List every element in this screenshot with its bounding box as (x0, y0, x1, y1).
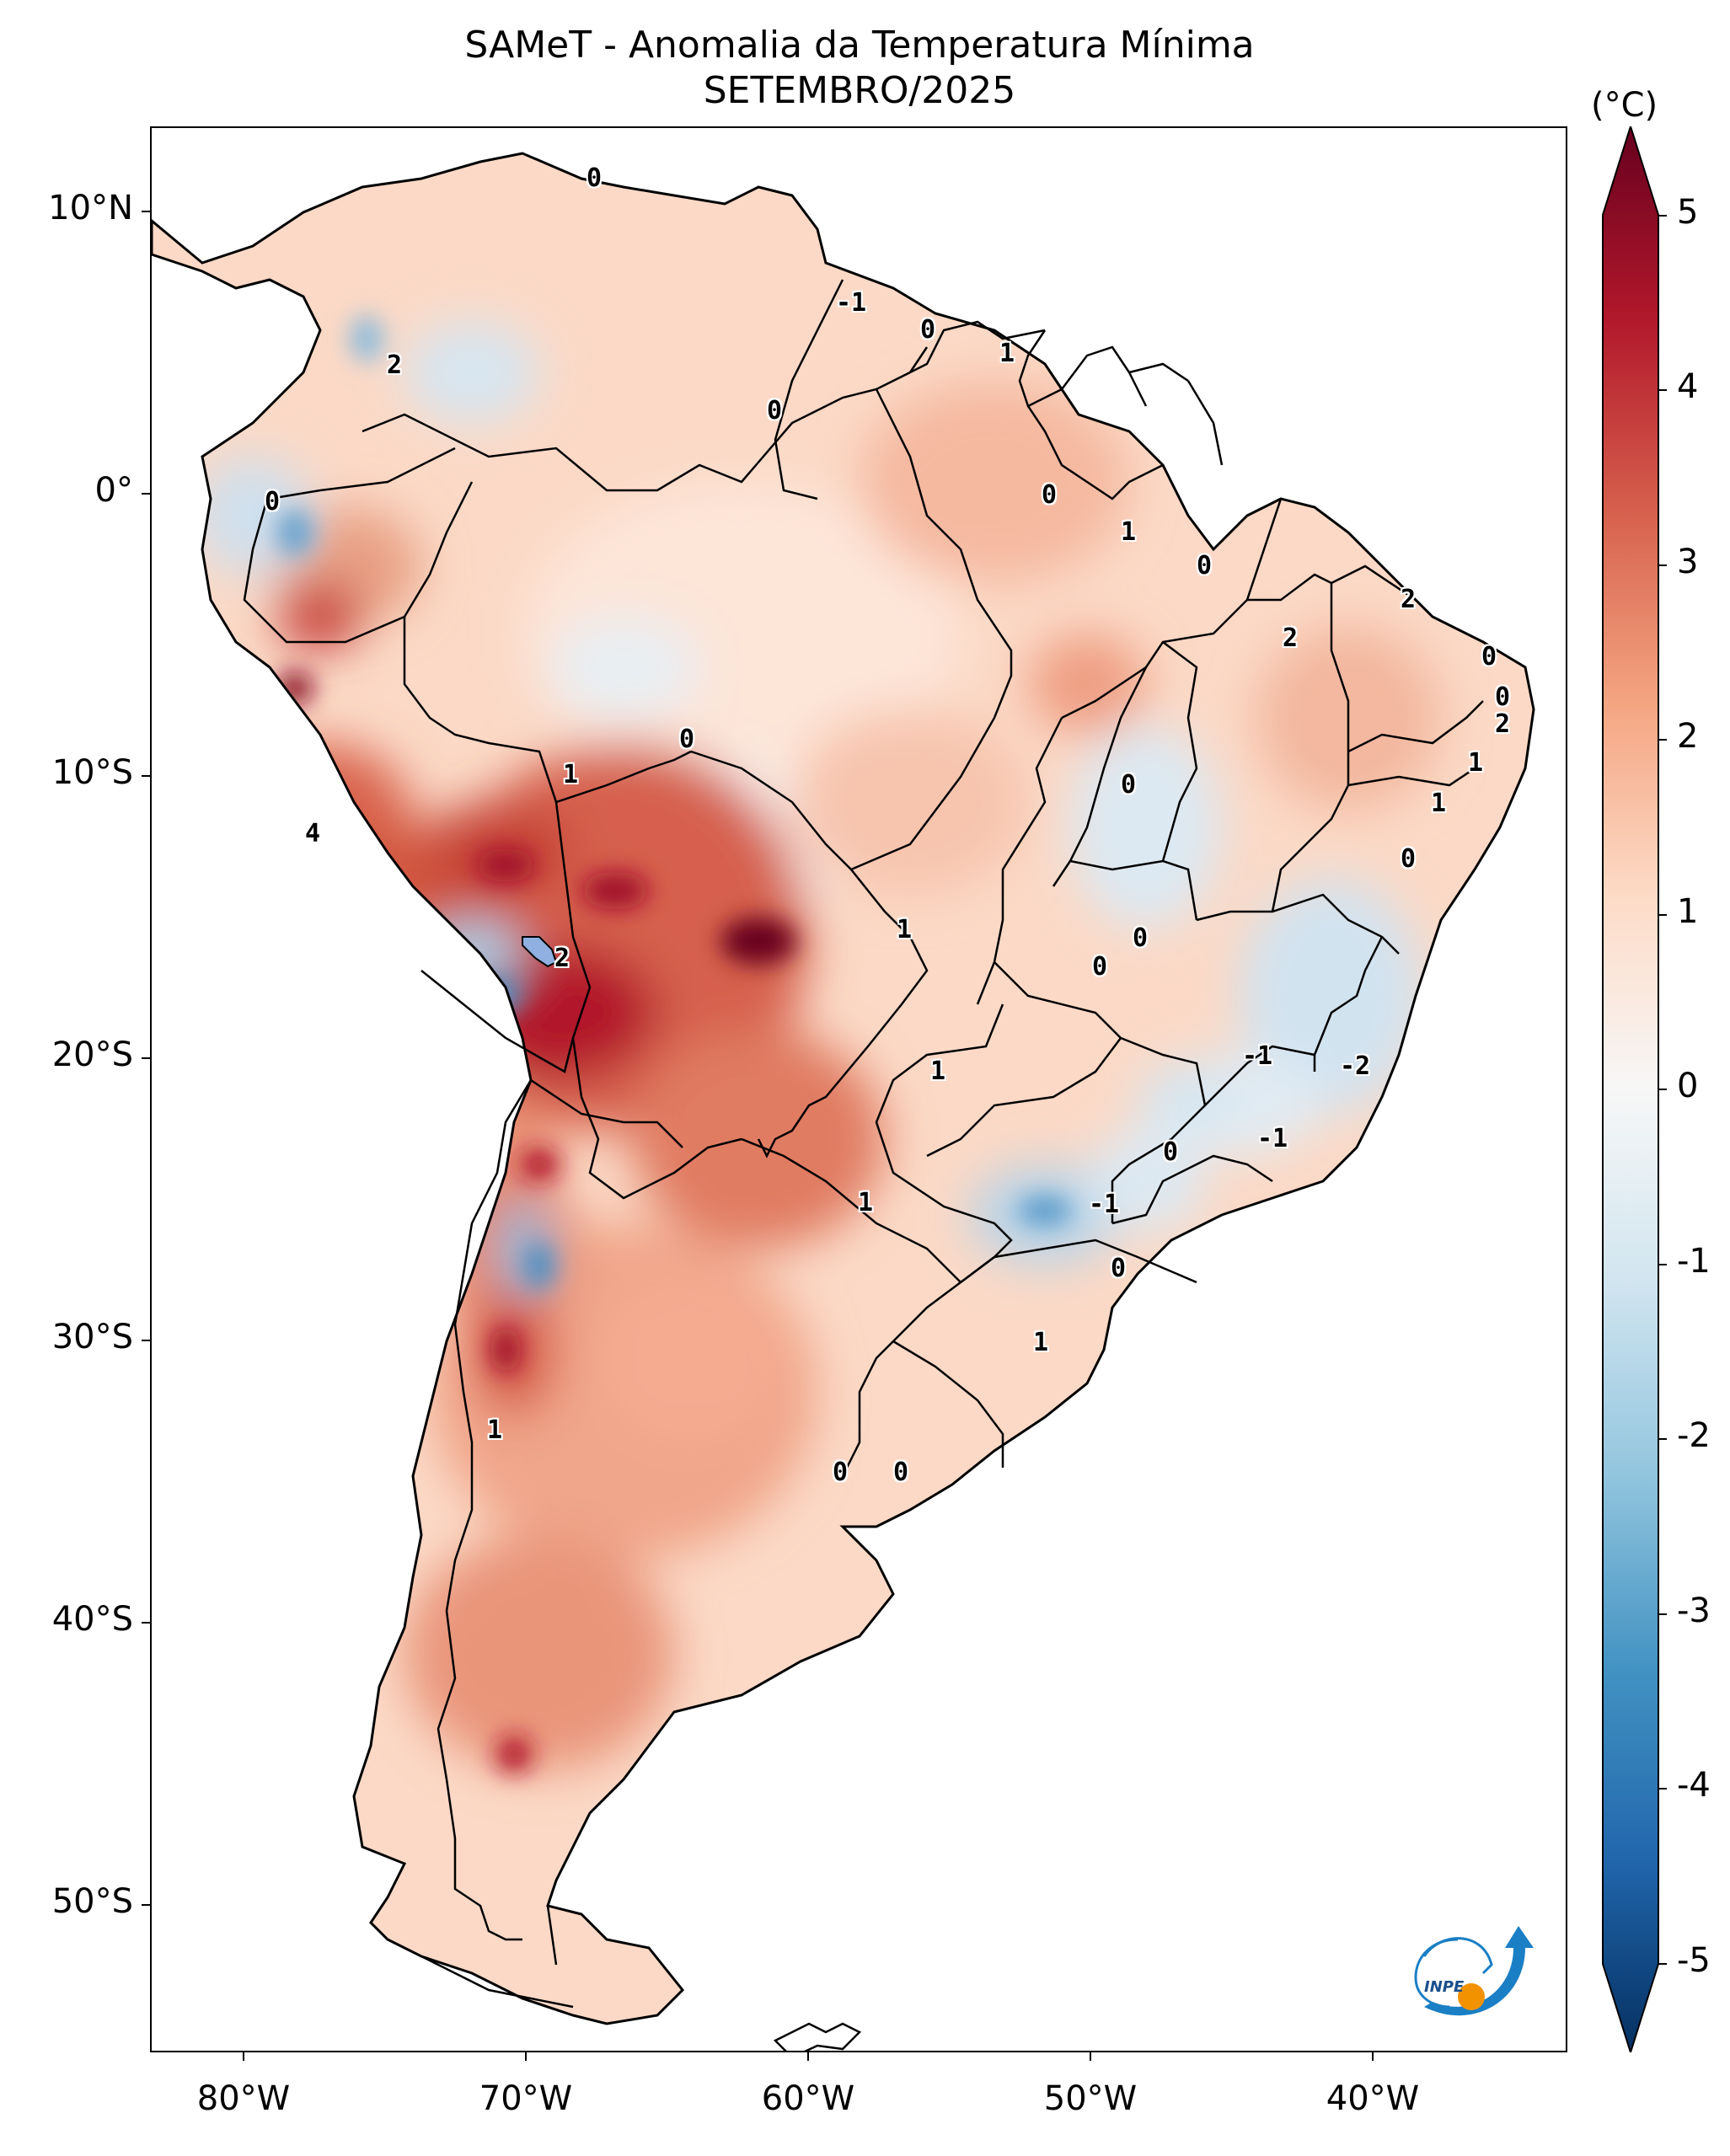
contour-label: 0 (1481, 642, 1497, 671)
contour-label: 0 (1092, 952, 1108, 982)
contour-label: -1 (1257, 1124, 1288, 1153)
inpe-logo: INPE (1414, 1926, 1534, 2016)
colorbar-tick (1658, 215, 1667, 217)
x-axis-label: 70°W (479, 2079, 573, 2118)
colorbar-label: -3 (1677, 1592, 1711, 1630)
contour-label: 0 (1111, 1254, 1127, 1283)
map-subtitle: SETEMBRO/2025 (703, 69, 1016, 112)
y-axis-label: 0° (94, 471, 133, 510)
contour-label: 0 (679, 725, 695, 754)
lake-titicaca (522, 936, 558, 968)
contour-label: 1 (1431, 789, 1447, 818)
contour-label: 2 (1283, 623, 1299, 653)
colorbar-tick (1658, 1264, 1667, 1265)
colorbar-label: -2 (1677, 1416, 1711, 1455)
x-axis-label: 80°W (196, 2079, 291, 2118)
colorbar-unit: (°C) (1591, 86, 1658, 125)
x-axis-label: 50°W (1043, 2079, 1138, 2118)
colorbar-tick (1658, 1613, 1667, 1615)
contour-label: 2 (1401, 585, 1417, 614)
colorbar-label: 3 (1677, 543, 1699, 581)
y-tick (142, 775, 150, 777)
contour-label: -1 (1089, 1190, 1120, 1219)
contour-label: 0 (893, 1458, 909, 1487)
contour-label: -1 (1242, 1041, 1273, 1071)
x-tick (807, 2052, 809, 2061)
map-panel: INPE 0 -1 0 1 2 0 0 0 1 0 2 2 0 0 2 1 1 … (150, 126, 1567, 2052)
y-axis-label: 20°S (51, 1035, 133, 1074)
contour-label: 0 (1121, 770, 1137, 800)
contour-label: 0 (1163, 1137, 1179, 1167)
contour-label: 0 (1042, 480, 1058, 510)
y-axis-label: 10°N (48, 189, 133, 227)
contour-label: 2 (1495, 709, 1511, 739)
colorbar (1602, 126, 1659, 2052)
contour-label: 0 (1495, 682, 1511, 712)
y-tick (142, 1904, 150, 1906)
contour-label: 1 (1033, 1328, 1049, 1357)
contour-label: 0 (1197, 551, 1213, 580)
contour-label: -1 (836, 288, 867, 318)
contour-label: 1 (487, 1415, 503, 1445)
contour-label: 0 (1401, 844, 1417, 874)
contour-label: 2 (554, 944, 570, 973)
y-axis-label: 10°S (51, 753, 133, 792)
contour-label: 1 (1121, 517, 1137, 547)
colorbar-tick (1658, 1438, 1667, 1440)
colorbar-tick (1658, 389, 1667, 391)
y-tick (142, 1057, 150, 1059)
colorbar-label: 2 (1677, 717, 1699, 756)
contour-label: 0 (586, 163, 603, 193)
colorbar-tick (1658, 1089, 1667, 1090)
x-tick (525, 2052, 527, 2061)
contour-label: -2 (1340, 1051, 1371, 1081)
y-tick (142, 493, 150, 495)
colorbar-tick (1658, 914, 1667, 916)
colorbar-label: -4 (1677, 1766, 1711, 1805)
colorbar-tick (1658, 739, 1667, 741)
contour-label: 0 (1133, 923, 1149, 953)
falkland-islands (773, 2022, 862, 2051)
contour-label: 2 (387, 350, 403, 380)
y-tick (142, 1340, 150, 1341)
anomaly-map: INPE (152, 152, 1535, 2051)
y-axis-label: 30°S (51, 1318, 133, 1356)
contour-label: 0 (265, 487, 281, 516)
colorbar-tick (1658, 1963, 1667, 1965)
country-borders (243, 279, 1484, 2009)
contour-label: 1 (999, 339, 1015, 368)
colorbar-label: -1 (1677, 1242, 1711, 1281)
contour-label: 1 (563, 760, 579, 789)
contour-label: 0 (767, 396, 783, 425)
colorbar-label: -5 (1677, 1941, 1711, 1980)
y-axis-label: 50°S (51, 1882, 133, 1921)
y-tick (142, 1622, 150, 1624)
x-axis-label: 40°W (1326, 2079, 1420, 2118)
contour-label: 0 (920, 315, 936, 345)
colorbar-label: 5 (1677, 193, 1699, 232)
map-title: SAMeT - Anomalia da Temperatura Mínima (464, 24, 1255, 67)
colorbar-label: 1 (1677, 892, 1699, 931)
contour-label: 4 (305, 819, 321, 848)
contour-label: 1 (1468, 748, 1484, 778)
x-tick (243, 2052, 244, 2061)
logo-text: INPE (1424, 1978, 1465, 1996)
contour-label: 1 (930, 1057, 946, 1086)
x-axis-label: 60°W (761, 2079, 855, 2118)
y-axis-label: 40°S (51, 1600, 133, 1639)
colorbar-label: 4 (1677, 367, 1699, 406)
colorbar-tick (1658, 564, 1667, 566)
colorbar-label: 0 (1677, 1067, 1699, 1105)
x-tick (1372, 2052, 1374, 2061)
contour-label: 0 (833, 1458, 849, 1487)
colorbar-tick (1658, 1788, 1667, 1790)
x-tick (1090, 2052, 1091, 2061)
contour-label: 1 (858, 1188, 874, 1217)
contour-label: 1 (897, 915, 913, 944)
y-tick (142, 211, 150, 212)
